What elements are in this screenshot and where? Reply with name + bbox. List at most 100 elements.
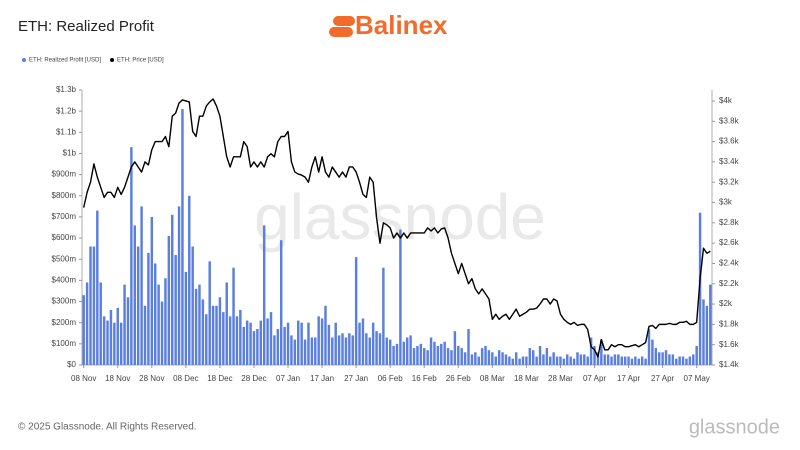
bar <box>337 335 341 365</box>
bar <box>399 229 402 365</box>
bar <box>474 352 477 365</box>
y2-tick-label: $1.4k <box>719 360 740 369</box>
bar <box>668 354 671 365</box>
bar <box>279 240 283 365</box>
bar <box>371 322 375 365</box>
y-tick-label: $1.1b <box>56 127 77 136</box>
x-tick-label: 27 Apr <box>651 374 674 383</box>
x-tick-label: 17 Apr <box>617 374 640 383</box>
bar <box>426 350 429 365</box>
bar <box>433 341 436 365</box>
bar <box>491 352 494 365</box>
bar <box>589 337 593 365</box>
bar <box>262 225 266 365</box>
bar <box>184 271 188 365</box>
y-tick-label: $300m <box>52 297 77 306</box>
bar <box>344 337 348 365</box>
bar <box>303 339 307 365</box>
bar <box>235 316 239 365</box>
bar <box>409 335 412 365</box>
bar <box>514 352 518 365</box>
bar <box>596 352 600 365</box>
bar <box>140 206 143 365</box>
bar <box>191 246 194 365</box>
bar <box>266 318 269 365</box>
y2-tick-label: $2.4k <box>719 259 740 268</box>
bar <box>528 348 532 365</box>
brand-icon-top <box>333 16 355 26</box>
y-tick-label: $700m <box>52 212 77 221</box>
x-tick-label: 07 Apr <box>583 374 606 383</box>
bar <box>572 358 576 365</box>
bar <box>252 331 256 365</box>
bar <box>423 348 426 365</box>
bar <box>664 350 668 365</box>
bar <box>562 358 566 365</box>
bar <box>552 352 555 365</box>
bar <box>613 354 617 365</box>
x-tick-label: 28 Mar <box>548 374 573 383</box>
bar <box>256 329 259 365</box>
bar <box>593 345 596 365</box>
bar <box>273 335 276 365</box>
bar <box>654 348 658 365</box>
bar <box>109 310 113 365</box>
bar <box>457 345 460 365</box>
y-tick-label: $100m <box>52 339 77 348</box>
bar <box>681 356 685 365</box>
bar <box>320 318 324 365</box>
bar <box>647 329 651 365</box>
y2-tick-label: $2.6k <box>719 238 740 247</box>
bar <box>249 322 252 365</box>
bar <box>518 358 521 365</box>
bar <box>283 326 286 365</box>
bar <box>692 354 695 365</box>
x-tick-label: 18 Dec <box>207 374 232 383</box>
bar <box>215 305 218 365</box>
y2-tick-label: $3.6k <box>719 137 740 146</box>
bar <box>102 316 106 365</box>
bar <box>225 282 228 365</box>
brand-icon-bottom <box>329 27 353 37</box>
bar <box>222 312 225 365</box>
y-tick-label: $1.2b <box>56 106 77 115</box>
bar <box>358 322 361 365</box>
bar <box>167 235 171 365</box>
bar <box>620 356 623 365</box>
bar <box>150 216 154 365</box>
bar <box>290 335 293 365</box>
bar <box>171 214 174 365</box>
bar <box>242 326 245 365</box>
bar <box>634 356 637 365</box>
bar <box>610 356 613 365</box>
bar <box>531 350 535 365</box>
bar <box>412 348 416 365</box>
bar <box>317 316 320 365</box>
bar <box>600 339 603 365</box>
bar <box>480 348 484 365</box>
bar <box>623 356 627 365</box>
x-tick-label: 26 Feb <box>446 374 471 383</box>
bar <box>688 356 692 365</box>
bar <box>331 337 334 365</box>
bar <box>566 354 569 365</box>
bar <box>671 354 675 365</box>
bar <box>245 320 249 365</box>
bar <box>559 356 562 365</box>
bar <box>276 329 280 365</box>
y-tick-label: $1b <box>63 149 77 158</box>
y-tick-label: $800m <box>52 191 77 200</box>
bar <box>361 318 365 365</box>
bar <box>576 352 579 365</box>
bar <box>259 320 263 365</box>
chart-title: ETH: Realized Profit <box>18 18 155 35</box>
bar <box>508 356 511 365</box>
bar <box>501 352 504 365</box>
bar <box>116 307 119 365</box>
bar <box>698 212 702 365</box>
bar <box>351 335 354 365</box>
bar <box>440 343 443 365</box>
y2-tick-label: $3.2k <box>719 177 740 186</box>
bar <box>286 322 290 365</box>
bar <box>637 358 641 365</box>
